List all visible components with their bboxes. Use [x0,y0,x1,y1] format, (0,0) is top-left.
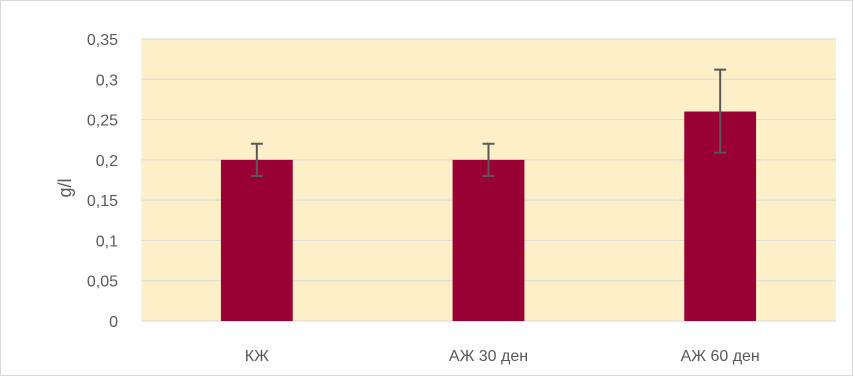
error-bars [250,68,727,177]
y-tick-label: 0,25 [87,113,118,130]
y-tick-label: 0,05 [87,274,118,291]
x-tick-label: КЖ [245,348,269,365]
x-tick-label: АЖ 60 ден [681,348,760,365]
y-tick-label: 0,15 [87,193,118,210]
y-axis-tick-labels: 0 0,05 0,1 0,15 0,2 0,25 0,3 0,35 [87,32,118,331]
bar [452,159,525,321]
x-tick-label: АЖ 30 ден [449,348,528,365]
error-bar [250,142,263,177]
y-tick-label: 0,35 [87,32,118,49]
error-bar [714,68,727,154]
y-axis-label: g/l [55,178,75,197]
y-tick-label: 0 [109,314,118,331]
bar [220,159,293,321]
y-tick-label: 0,2 [96,153,118,170]
y-tick-label: 0,1 [96,233,118,250]
bars [220,111,757,321]
x-axis-tick-labels: КЖ АЖ 30 ден АЖ 60 ден [245,348,760,365]
y-tick-label: 0,3 [96,72,118,89]
error-bar [482,142,495,177]
